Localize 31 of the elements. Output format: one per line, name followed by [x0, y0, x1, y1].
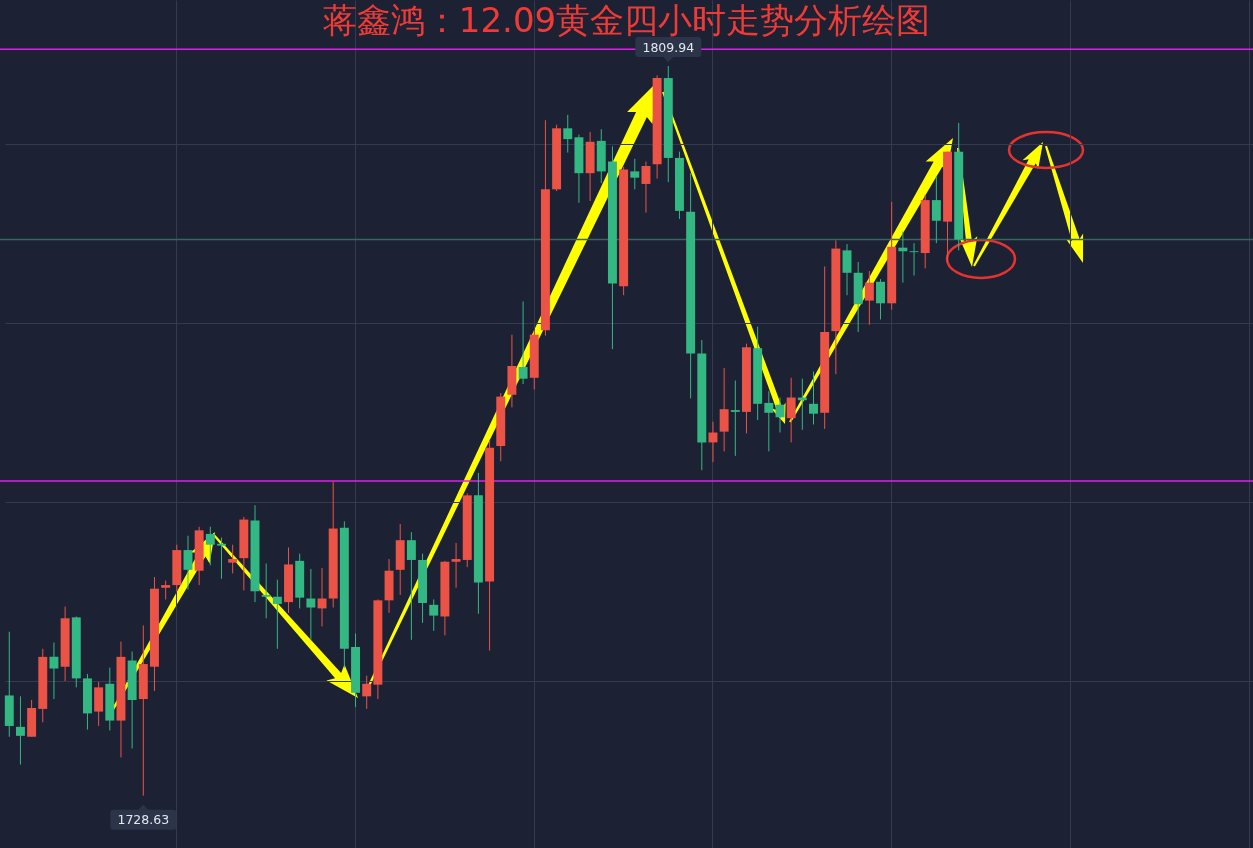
candlestick	[429, 598, 439, 632]
candlestick	[217, 537, 226, 580]
candlestick	[842, 243, 852, 296]
candlestick	[406, 531, 416, 641]
candlestick	[261, 563, 271, 619]
candlestick	[518, 301, 528, 385]
candlestick	[764, 390, 774, 452]
candlestick	[228, 544, 238, 574]
candlestick	[809, 371, 818, 425]
candlestick	[909, 242, 919, 276]
candlestick	[563, 114, 573, 154]
candlestick	[719, 367, 729, 452]
candlestick	[272, 579, 282, 650]
candlestick	[161, 580, 171, 600]
candlestick	[49, 642, 59, 700]
annotation: 1728.63	[117, 812, 170, 828]
candlestick	[876, 278, 885, 320]
candlestick	[931, 175, 941, 244]
candlestick	[15, 695, 25, 766]
candlestick	[306, 568, 316, 641]
candlestick	[362, 675, 372, 710]
candlestick	[641, 161, 651, 214]
annotation: 1809.94	[642, 39, 695, 55]
candlestick	[183, 535, 193, 591]
candlestick	[786, 377, 796, 443]
chart-title: 蒋鑫鸿：12.09黄金四小时走势分析绘图	[322, 0, 931, 40]
candlestick	[864, 270, 874, 326]
candlestick	[630, 158, 640, 190]
candlestick	[730, 379, 740, 457]
candlestick	[205, 526, 215, 566]
candlestick	[451, 542, 461, 589]
